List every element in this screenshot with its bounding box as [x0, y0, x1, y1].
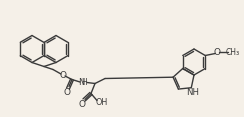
- Text: NH: NH: [186, 88, 199, 97]
- Text: OH: OH: [96, 98, 108, 107]
- Text: O: O: [79, 100, 85, 109]
- Text: N: N: [78, 78, 84, 87]
- Text: O: O: [60, 71, 67, 79]
- Text: O: O: [214, 48, 221, 57]
- Text: O: O: [63, 88, 71, 97]
- Text: H: H: [81, 78, 87, 87]
- Text: CH₃: CH₃: [225, 48, 239, 57]
